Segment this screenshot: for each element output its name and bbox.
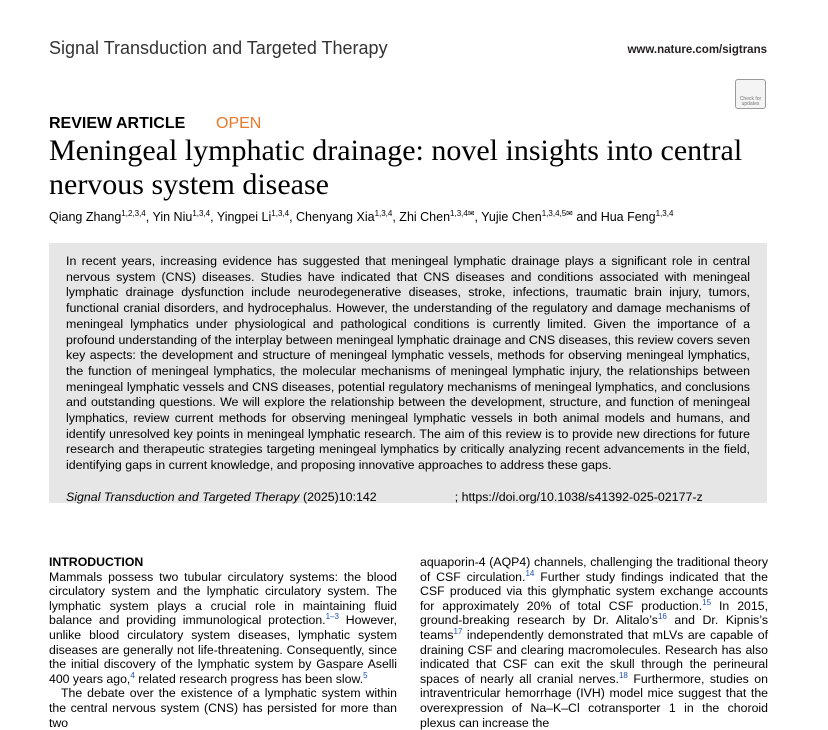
citation: Signal Transduction and Targeted Therapy… (66, 490, 750, 506)
superscript: 1,3,4 (374, 208, 393, 218)
text-run: independently demonstrated that mLVs are… (420, 627, 768, 686)
abstract-text: In recent years, increasing evidence has… (66, 254, 750, 473)
superscript: 1,2,3,4 (121, 208, 146, 218)
superscript[interactable]: 17 (453, 626, 463, 636)
text-run: The debate over the existence of a lymph… (49, 686, 397, 730)
superscript[interactable]: 18 (618, 670, 628, 680)
text-run: Further study findings indicated that th… (420, 569, 768, 613)
paragraph: Mammals possess two tubular circulatory … (49, 570, 397, 687)
citation-doi[interactable]: ; https://doi.org/10.1038/s41392-025-021… (454, 489, 703, 504)
superscript[interactable]: 15 (702, 597, 712, 607)
superscript[interactable]: 1–3 (325, 612, 339, 622)
access-label: OPEN (216, 115, 262, 132)
paragraph: aquaporin-4 (AQP4) channels, challenging… (420, 555, 768, 730)
superscript[interactable]: 14 (525, 568, 535, 578)
superscript: 1,3,4 (271, 208, 290, 218)
right-column: aquaporin-4 (AQP4) channels, challenging… (420, 555, 768, 730)
superscript[interactable]: 5 (363, 670, 368, 680)
text-run: and Hua Feng (572, 210, 656, 224)
text-run: , Yingpei Li (210, 210, 272, 224)
article-type: REVIEW ARTICLE (49, 115, 186, 132)
text-run: , Chenyang Xia (289, 210, 375, 224)
superscript: 1,3,4✉ (450, 208, 475, 218)
page: Signal Transduction and Targeted Therapy… (49, 38, 768, 730)
citation-journal: Signal Transduction and Targeted Therapy (66, 489, 300, 504)
left-column: INTRODUCTION Mammals possess two tubular… (49, 555, 397, 730)
text-run: related research progress has been slow. (134, 671, 364, 686)
abstract-box: In recent years, increasing evidence has… (49, 243, 767, 506)
text-run: , Yujie Chen (474, 210, 542, 224)
text-run: aquaporin-4 (AQP4) channels, challenging… (420, 555, 768, 584)
section-heading: INTRODUCTION (49, 555, 144, 569)
authors: Qiang Zhang1,2,3,4, Yin Niu1,3,4, Yingpe… (49, 208, 674, 224)
citation-volume: (2025)10:142 (302, 489, 377, 504)
update-badge[interactable]: Check for updates (735, 79, 766, 109)
journal-name: Signal Transduction and Targeted Therapy (49, 38, 388, 58)
text-run: Qiang Zhang (49, 210, 122, 224)
text-run: , Yin Niu (145, 210, 193, 224)
superscript: 1,3,4 (192, 208, 211, 218)
superscript: 1,3,4 (655, 208, 674, 218)
article-title: Meningeal lymphatic drainage: novel insi… (49, 134, 743, 201)
text-run: , Zhi Chen (392, 210, 451, 224)
journal-url[interactable]: www.nature.com/sigtrans (627, 44, 767, 56)
text-run: In 2015, ground-breaking research by Dr.… (420, 598, 768, 628)
superscript: 1,3,4,5✉ (541, 208, 573, 218)
paragraph: The debate over the existence of a lymph… (49, 686, 397, 730)
superscript[interactable]: 16 (657, 612, 667, 622)
text-run: and Dr. Kipnis’s teams (420, 613, 768, 642)
text-run: However, unlike blood circulatory system… (49, 613, 397, 686)
text-run: Mammals possess two tubular circulatory … (49, 569, 397, 628)
superscript[interactable]: 4 (130, 670, 135, 680)
